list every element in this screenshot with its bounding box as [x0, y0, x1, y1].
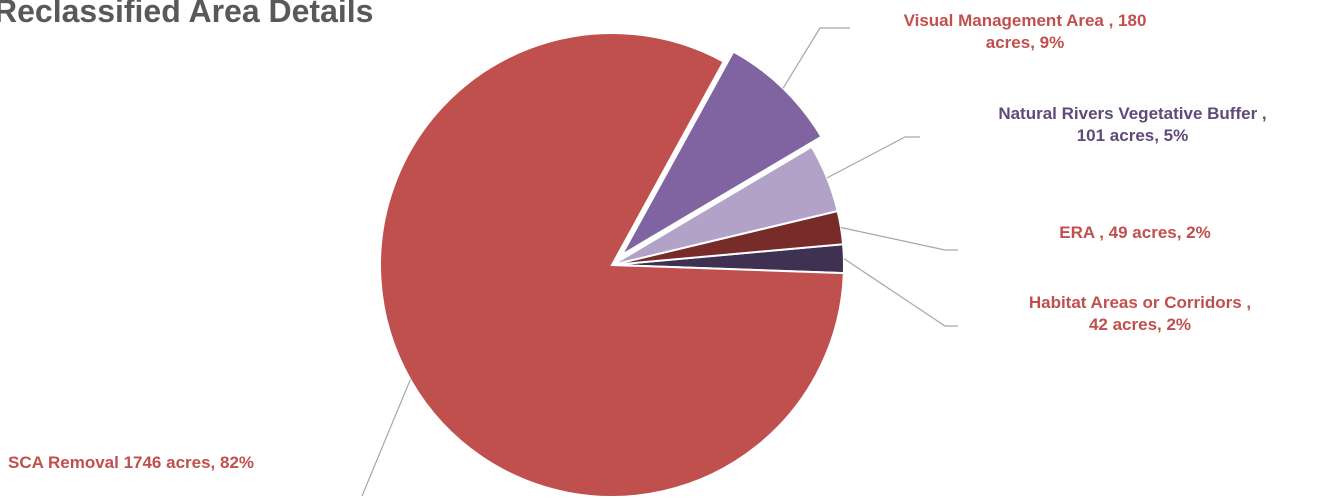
label-era-line-1: ERA , 49 acres, 2%	[1059, 223, 1211, 242]
leader-line-visual-management-area	[782, 27, 850, 89]
label-habitat-areas: Habitat Areas or Corridors , 42 acres, 2…	[965, 292, 1315, 336]
label-rivers-line-1: Natural Rivers Vegetative Buffer ,	[998, 104, 1267, 123]
label-visual-management-area: Visual Management Area , 180 acres, 9%	[860, 10, 1190, 54]
pie-slice-sca-removal	[379, 32, 845, 498]
label-habitat-line-2: 42 acres, 2%	[1088, 315, 1192, 334]
label-era: ERA , 49 acres, 2%	[1020, 222, 1250, 244]
label-habitat-line-1: Habitat Areas or Corridors ,	[1028, 293, 1252, 312]
leader-line-habitat-areas-or-corridors	[843, 258, 958, 327]
label-natural-rivers-buffer: Natural Rivers Vegetative Buffer , 101 a…	[935, 103, 1330, 147]
label-visual-line-2: acres, 9%	[985, 33, 1065, 52]
pie-slice-visual-management-area	[619, 50, 823, 258]
leader-line-natural-rivers-vegetative-buffer	[826, 136, 920, 179]
label-sca-removal: SCA Removal 1746 acres, 82%	[8, 452, 368, 474]
leader-line-era	[840, 226, 958, 251]
chart-title: Reclassified Area Details	[0, 0, 374, 29]
label-visual-line-1: Visual Management Area , 180	[903, 11, 1147, 30]
leader-line-sca-removal	[361, 379, 411, 497]
label-sca-line-1: SCA Removal 1746 acres, 82%	[8, 453, 255, 472]
label-rivers-line-2: 101 acres, 5%	[1076, 126, 1189, 145]
